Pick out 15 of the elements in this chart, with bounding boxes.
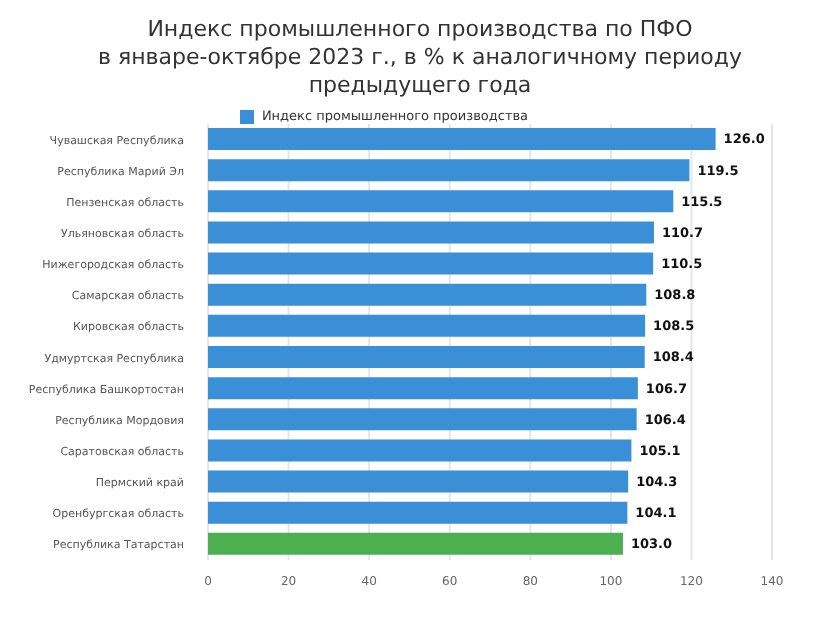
bar	[208, 408, 637, 431]
bar	[208, 314, 646, 337]
bar	[208, 377, 638, 400]
bar	[208, 283, 647, 306]
bar	[208, 532, 623, 555]
bar	[208, 159, 690, 182]
bar	[208, 470, 629, 493]
bar	[208, 252, 654, 275]
bar	[208, 346, 645, 368]
bar	[208, 439, 632, 462]
bar	[208, 221, 654, 244]
bar	[208, 501, 628, 524]
chart-title: Индекс промышленного производства по ПФО в январе-октябре 2023 г., в % к аналогичному периоду предыдущего года	[95, 16, 744, 100]
bar	[208, 190, 674, 213]
bar	[208, 128, 716, 150]
